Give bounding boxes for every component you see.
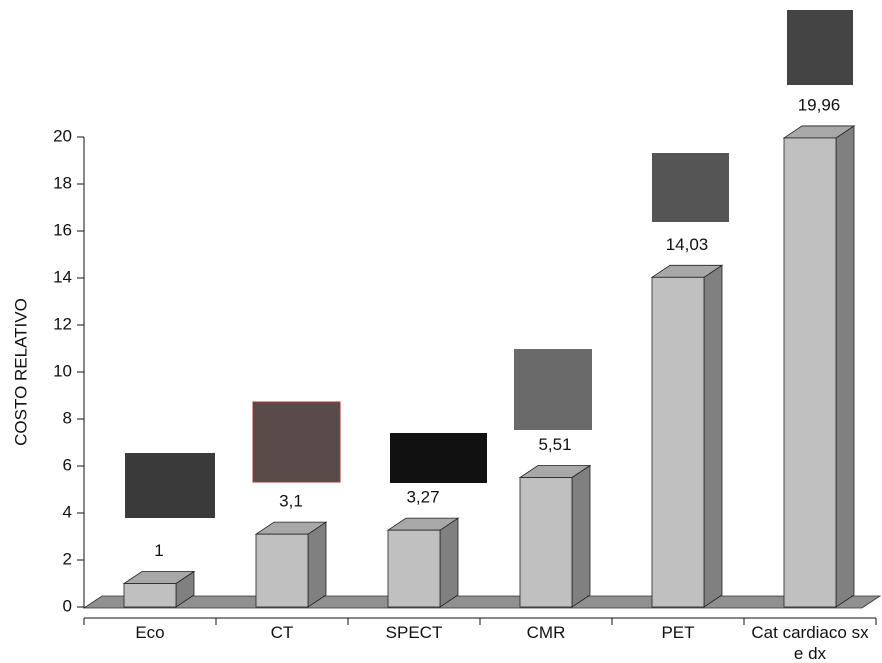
bar-side — [440, 518, 458, 607]
x-tick-label: CT — [220, 622, 344, 643]
y-tick-label: 10 — [53, 361, 72, 380]
y-tick-label: 6 — [63, 455, 72, 474]
y-tick-label: 8 — [63, 408, 72, 427]
value-label: 14,03 — [666, 235, 709, 254]
thumbnail — [125, 453, 215, 518]
bar — [652, 277, 704, 607]
bar — [256, 534, 308, 607]
thumbnail — [514, 349, 592, 430]
value-label: 19,96 — [798, 95, 841, 114]
value-label: 5,51 — [538, 435, 571, 454]
y-tick-label: 14 — [53, 267, 72, 286]
thumbnail — [787, 10, 853, 85]
value-label: 1 — [154, 541, 163, 560]
bar-side — [572, 466, 590, 607]
y-axis-label: COSTO RELATIVO — [11, 298, 30, 446]
y-tick-label: 0 — [63, 596, 72, 615]
y-tick-label: 18 — [53, 173, 72, 192]
thumbnail — [390, 433, 487, 483]
bar — [388, 530, 440, 607]
bar-side — [704, 265, 722, 607]
x-tick-label: Eco — [88, 622, 212, 643]
value-label: 3,1 — [279, 492, 303, 511]
page: COSTO RELATIVO 0 2 4 6 8 10 12 14 16 18 20 1 3,1 3,27… — [0, 0, 882, 663]
y-tick-label: 16 — [53, 220, 72, 239]
y-tick-label: 12 — [53, 314, 72, 333]
bar-side — [308, 522, 326, 607]
thumbnail — [652, 153, 729, 222]
x-tick-label: SPECT — [352, 622, 476, 643]
y-tick-label: 20 — [53, 126, 72, 145]
bar — [520, 478, 572, 607]
thumbnail — [253, 402, 340, 482]
x-tick-label: PET — [616, 622, 740, 643]
bar-side — [836, 126, 854, 607]
y-tick-label: 4 — [63, 502, 72, 521]
x-tick-label: Cat cardiaco sx e dx — [748, 622, 872, 663]
value-label: 3,27 — [406, 488, 439, 507]
floor — [84, 596, 880, 608]
y-tick-label: 2 — [63, 549, 72, 568]
bar — [784, 138, 836, 607]
bar — [124, 584, 176, 608]
x-tick-label: CMR — [484, 622, 608, 643]
chart: COSTO RELATIVO 0 2 4 6 8 10 12 14 16 18 20 1 3,1 3,27… — [0, 0, 882, 663]
